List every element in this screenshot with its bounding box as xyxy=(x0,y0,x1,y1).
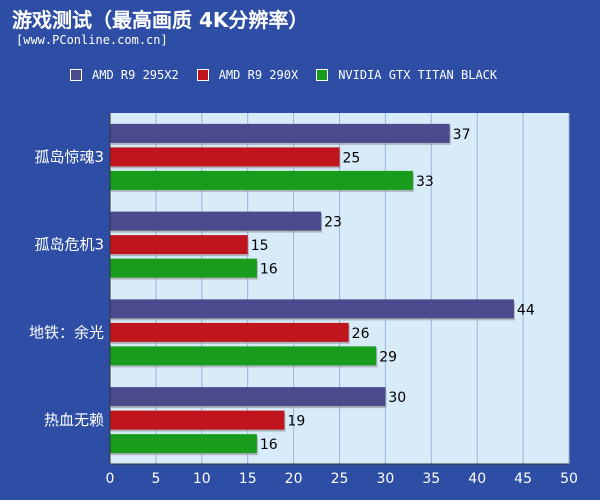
category-label: 热血无赖 xyxy=(44,411,104,429)
legend: AMD R9 295X2 AMD R9 290X NVIDIA GTX TITAN … xyxy=(70,64,590,86)
value-label: 23 xyxy=(324,215,342,231)
x-tick-label: 30 xyxy=(376,471,394,487)
value-label: 44 xyxy=(517,302,535,318)
value-label: 37 xyxy=(453,127,471,143)
x-tick-label: 15 xyxy=(239,471,257,487)
bar xyxy=(110,258,257,278)
category-label: 地铁：余光 xyxy=(29,323,104,341)
legend-label: AMD R9 290X xyxy=(218,68,299,82)
value-label: 30 xyxy=(388,390,406,406)
value-label: 33 xyxy=(416,174,434,190)
value-label: 26 xyxy=(352,326,370,342)
category-label: 孤岛惊魂3 xyxy=(34,148,104,166)
x-tick-label: 25 xyxy=(331,471,349,487)
bar xyxy=(110,434,257,454)
value-label: 19 xyxy=(287,414,305,430)
category-label: 孤岛危机3 xyxy=(34,236,104,254)
x-tick-label: 35 xyxy=(422,471,440,487)
value-label: 25 xyxy=(343,150,361,166)
bar xyxy=(110,410,285,430)
x-tick-label: 40 xyxy=(468,471,486,487)
x-tick-label: 5 xyxy=(151,471,160,487)
legend-label: NVIDIA GTX TITAN BLACK xyxy=(338,68,498,82)
legend-swatch xyxy=(316,69,329,81)
x-tick-label: 50 xyxy=(560,471,578,487)
bar xyxy=(110,147,340,167)
legend-label: AMD R9 295X2 xyxy=(92,68,179,82)
x-tick-label: 10 xyxy=(193,471,211,487)
value-label: 16 xyxy=(260,437,278,453)
x-tick-label: 45 xyxy=(514,471,532,487)
value-label: 15 xyxy=(251,238,269,254)
bar xyxy=(110,123,450,143)
bar xyxy=(110,235,248,255)
legend-swatch xyxy=(196,69,209,81)
bar xyxy=(110,299,514,319)
bar xyxy=(110,387,386,407)
value-label: 29 xyxy=(379,349,397,365)
bar xyxy=(110,322,349,342)
legend-item: AMD R9 295X2 xyxy=(70,68,179,82)
bar xyxy=(110,170,413,190)
value-label: 16 xyxy=(260,262,278,278)
bar xyxy=(110,211,322,231)
x-tick-label: 20 xyxy=(285,471,303,487)
legend-item: AMD R9 290X xyxy=(196,68,299,82)
legend-item: NVIDIA GTX TITAN BLACK xyxy=(316,68,497,82)
chart-title: 游戏测试（最高画质 4K分辨率） xyxy=(12,8,309,32)
x-tick-label: 0 xyxy=(106,471,115,487)
source-label: [www.PConline.com.cn] xyxy=(16,33,168,47)
legend-swatch xyxy=(70,69,82,81)
bar xyxy=(110,346,377,366)
